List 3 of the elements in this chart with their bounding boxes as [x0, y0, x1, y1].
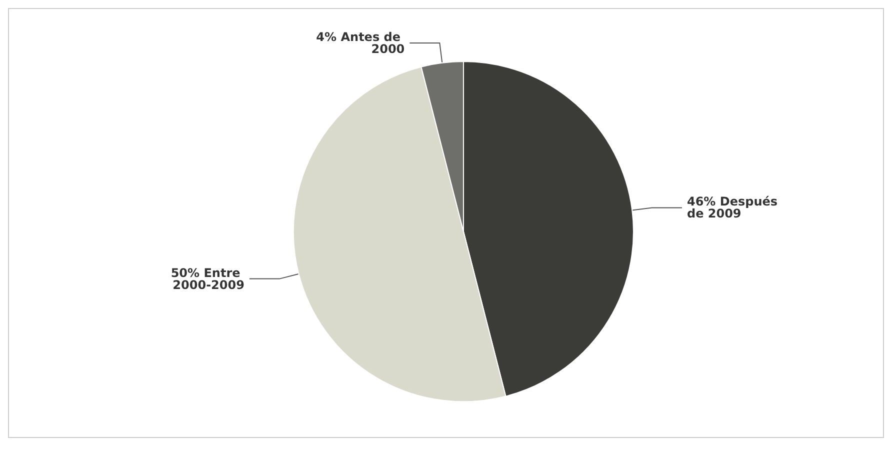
slice-label: 46% Después de 2009 — [686, 194, 782, 221]
slice-label: 4% Antes de 2000 — [316, 30, 405, 56]
slice-label: 50% Entre 2000-2009 — [170, 266, 244, 292]
